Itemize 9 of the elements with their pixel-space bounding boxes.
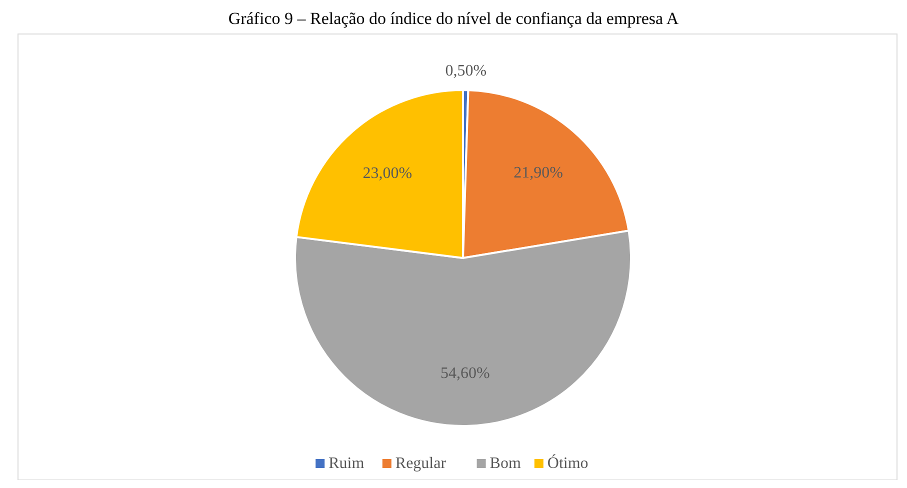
data-label: 54,60% [440,364,490,382]
legend-label: Regular [395,455,447,472]
legend-label: Ruim [328,455,365,472]
data-label: 23,00% [362,164,412,182]
data-label: 0,50% [445,62,487,80]
legend-label: Ótimo [547,454,588,472]
chart-title: Gráfico 9 – Relação do índice do nível de confiança da empresa A [228,9,680,28]
legend-label: Bom [490,455,522,472]
data-label: 21,90% [514,164,563,182]
